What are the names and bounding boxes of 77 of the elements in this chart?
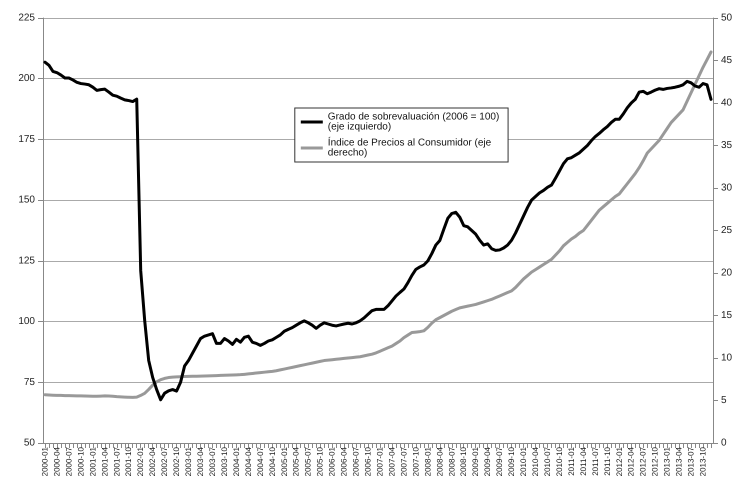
x-tick-label: 2003-04 (196, 446, 206, 476)
x-tick-label: 2005-04 (292, 446, 301, 476)
y2-tick-label: 45 (721, 55, 733, 66)
x-tick-label: 2003-01 (184, 446, 194, 476)
x-tick-label: 2001-07 (112, 446, 122, 476)
x-tick-label: 2010-04 (531, 446, 540, 476)
y2-tick-label: 25 (721, 225, 733, 236)
x-tick-label: 2006-01 (328, 446, 337, 476)
x-tick-label: 2009-10 (507, 446, 516, 476)
x-tick-label: 2009-04 (483, 446, 492, 476)
x-tick-label: 2012-07 (638, 446, 648, 476)
y-tick-label: 150 (18, 194, 36, 206)
x-tick-label: 2004-04 (244, 446, 253, 476)
x-tick-label: 2009-07 (495, 446, 504, 476)
x-tick-label: 2002-04 (148, 446, 158, 476)
x-tick-label: 2008-07 (447, 446, 456, 476)
x-tick-label: 2012-10 (650, 446, 660, 476)
x-tick-label: 2010-07 (542, 446, 552, 476)
x-tick-label: 2005-01 (280, 446, 289, 476)
x-tick-label: 2000-04 (52, 446, 62, 476)
x-tick-label: 2013-04 (674, 446, 684, 476)
x-tick-label: 2008-01 (423, 446, 432, 476)
x-tick-label: 2007-07 (399, 446, 408, 476)
y-tick-label: 125 (18, 255, 36, 266)
legend-label: Grado de sobrevaluación (2006 = 100) (eje izquierdo) (328, 112, 502, 132)
x-tick-label: 2011-01 (566, 446, 576, 476)
y2-tick-label: 10 (721, 352, 733, 364)
y2-tick-label: 35 (721, 140, 733, 151)
x-tick-label: 2000-07 (64, 446, 74, 476)
y-tick-label: 225 (18, 12, 36, 24)
y2-tick-label: 15 (721, 310, 733, 321)
y-tick-label: 75 (24, 376, 36, 388)
x-tick-label: 2012-01 (614, 446, 624, 476)
y2-tick-label: 40 (721, 98, 733, 108)
x-tick-label: 2010-01 (519, 446, 528, 476)
y2-tick-label: 30 (721, 182, 733, 194)
y-tick-label: 50 (24, 438, 36, 448)
x-tick-label: 2007-01 (375, 446, 384, 476)
y-tick-label: 100 (18, 316, 36, 328)
y2-tick-label: 50 (721, 12, 733, 24)
x-tick-label: 2002-07 (160, 446, 170, 476)
x-tick-label: 2011-10 (602, 446, 612, 476)
x-tick-label: 2013-10 (698, 446, 708, 476)
x-tick-label: 2008-04 (435, 446, 444, 476)
x-tick-label: 2006-10 (364, 446, 373, 476)
x-tick-label: 2002-01 (136, 446, 146, 476)
x-tick-label: 2003-10 (220, 446, 229, 476)
x-tick-label: 2001-01 (88, 446, 98, 476)
x-tick-label: 2000-10 (76, 446, 86, 476)
x-tick-label: 2008-10 (459, 446, 468, 476)
x-tick-label: 2004-01 (232, 446, 241, 476)
x-tick-label: 2006-07 (352, 446, 361, 476)
y-tick-label: 175 (18, 134, 36, 145)
y2-tick-label: 5 (721, 395, 727, 406)
x-tick-label: 2012-04 (626, 446, 636, 476)
x-tick-label: 2001-10 (124, 446, 134, 476)
y2-tick-label: 20 (721, 268, 733, 278)
x-tick-label: 2010-10 (554, 446, 564, 476)
x-tick-label: 2011-04 (578, 446, 588, 476)
x-tick-label: 2002-10 (172, 446, 182, 476)
x-tick-label: 2003-07 (208, 446, 217, 476)
x-tick-label: 2005-07 (304, 446, 313, 476)
x-tick-label: 2011-07 (590, 446, 600, 476)
x-tick-label: 2000-01 (40, 446, 50, 476)
x-tick-label: 2006-04 (340, 446, 349, 476)
y2-tick-label: 0 (721, 438, 727, 448)
x-tick-label: 2007-04 (387, 446, 396, 476)
x-tick-label: 2005-10 (316, 446, 325, 476)
y-tick-label: 200 (18, 73, 36, 84)
x-tick-label: 2007-10 (411, 446, 420, 476)
x-tick-label: 2013-07 (686, 446, 696, 476)
legend-label: Índice de Precios al Consumidor (eje derecho) (328, 136, 494, 158)
x-tick-label: 2001-04 (100, 446, 110, 476)
x-tick-label: 2004-10 (268, 446, 277, 476)
x-tick-label: 2004-07 (256, 446, 265, 476)
x-tick-label: 2013-01 (662, 446, 672, 476)
x-tick-label: 2009-01 (471, 446, 480, 476)
